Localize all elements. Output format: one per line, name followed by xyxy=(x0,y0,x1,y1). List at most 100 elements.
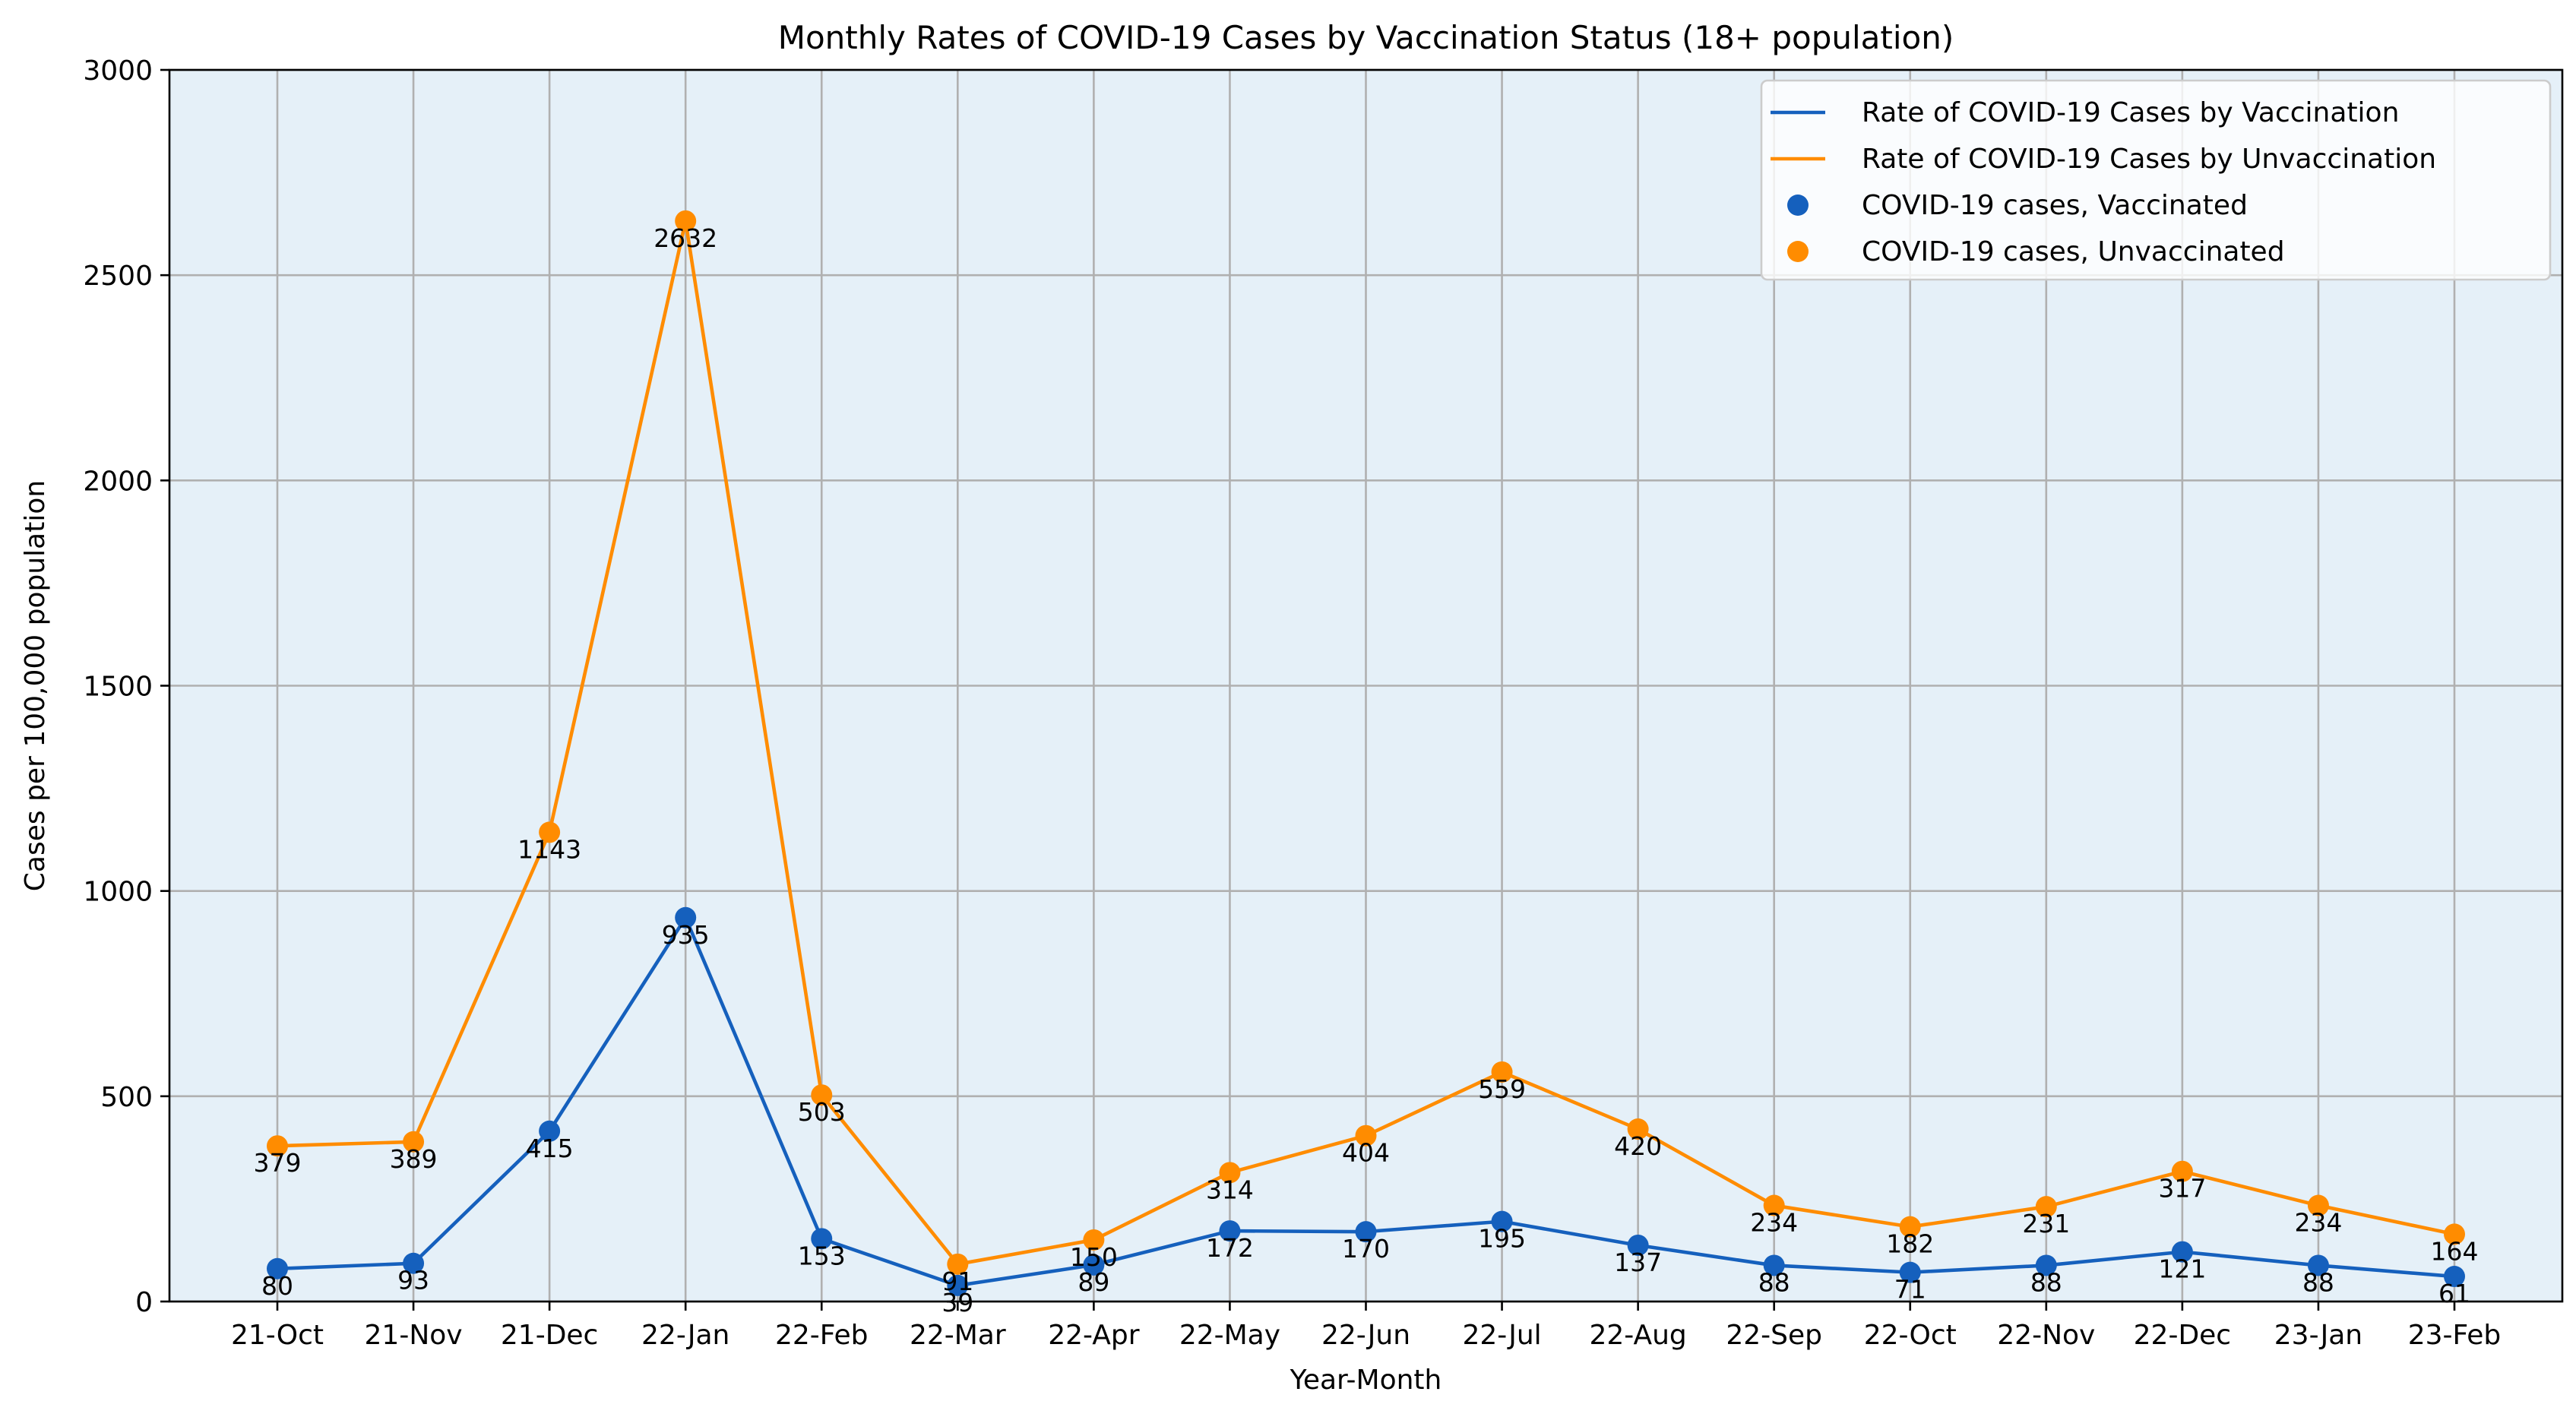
y-tick-label: 1500 xyxy=(83,672,153,703)
data-point xyxy=(675,210,697,232)
series-layer xyxy=(267,210,2465,1296)
data-point xyxy=(2444,1223,2465,1245)
x-tick-label: 22-Nov xyxy=(1997,1320,2095,1351)
data-point xyxy=(267,1257,288,1279)
x-tick-label: 22-May xyxy=(1179,1320,1280,1351)
x-tick-label: 21-Oct xyxy=(231,1320,324,1351)
x-tick-label: 23-Feb xyxy=(2408,1320,2502,1351)
legend-label: COVID-19 cases, Vaccinated xyxy=(1862,190,2248,221)
data-label: 150 xyxy=(1070,1242,1118,1272)
data-label: 80 xyxy=(261,1271,293,1301)
data-label: 935 xyxy=(662,920,710,950)
data-label: 91 xyxy=(941,1267,973,1296)
data-label: 404 xyxy=(1342,1138,1390,1168)
data-point xyxy=(2035,1254,2057,1276)
x-tick-label: 22-Mar xyxy=(910,1320,1006,1351)
data-label: 415 xyxy=(526,1134,574,1163)
data-label: 2632 xyxy=(653,223,717,253)
grid xyxy=(169,68,2562,1303)
data-label: 317 xyxy=(2158,1174,2206,1204)
data-point xyxy=(811,1084,833,1106)
data-point xyxy=(1083,1229,1105,1251)
data-point xyxy=(1763,1254,1785,1276)
x-tick-label: 22-Jan xyxy=(641,1320,729,1351)
data-label: 121 xyxy=(2158,1254,2206,1284)
chart-title: Monthly Rates of COVID-19 Cases by Vacci… xyxy=(778,19,1954,56)
y-tick-label: 500 xyxy=(100,1082,153,1113)
legend-box xyxy=(1760,79,2552,281)
data-label: 170 xyxy=(1342,1234,1390,1264)
data-point xyxy=(1627,1234,1649,1256)
data-label: 314 xyxy=(1206,1175,1254,1204)
x-axis-label: Year-Month xyxy=(1290,1365,1442,1396)
legend-label: Rate of COVID-19 Cases by Vaccination xyxy=(1862,97,2399,128)
x-tick-label: 22-Apr xyxy=(1048,1320,1139,1351)
data-point xyxy=(2035,1196,2057,1218)
data-label: 1143 xyxy=(517,834,581,864)
data-label: 88 xyxy=(1758,1267,1790,1297)
y-tick-label: 2000 xyxy=(83,466,153,497)
data-label: 420 xyxy=(1614,1131,1662,1161)
data-point xyxy=(947,1253,969,1275)
data-label: 88 xyxy=(2030,1267,2062,1297)
data-label: 71 xyxy=(1894,1275,1926,1305)
data-label: 234 xyxy=(2294,1208,2342,1238)
data-point xyxy=(539,1120,561,1142)
data-point xyxy=(2307,1194,2329,1216)
data-point xyxy=(1627,1118,1649,1140)
data-point xyxy=(811,1228,833,1250)
data-point xyxy=(947,1274,969,1296)
x-tick-label: 21-Dec xyxy=(501,1320,598,1351)
data-label: 93 xyxy=(397,1266,429,1295)
x-tick-label: 21-Nov xyxy=(365,1320,463,1351)
data-point xyxy=(403,1131,425,1153)
data-label: 137 xyxy=(1614,1248,1662,1277)
data-point xyxy=(1219,1162,1241,1184)
x-tick-label: 22-Feb xyxy=(775,1320,869,1351)
y-tick-label: 1000 xyxy=(83,877,153,908)
data-label: 234 xyxy=(1750,1208,1798,1238)
legend-label: Rate of COVID-19 Cases by Unvaccination xyxy=(1862,144,2436,175)
x-tick-label: 22-Dec xyxy=(2134,1320,2231,1351)
data-label: 389 xyxy=(390,1144,438,1174)
data-point xyxy=(403,1252,425,1274)
data-label: 88 xyxy=(2302,1267,2334,1297)
data-point xyxy=(1491,1210,1513,1232)
data-point xyxy=(1491,1061,1513,1083)
data-label: 153 xyxy=(798,1241,846,1270)
y-axis-label: Cases per 100,000 population xyxy=(20,480,51,891)
data-point xyxy=(1219,1220,1241,1242)
x-tick-label: 22-Sep xyxy=(1726,1320,1822,1351)
data-point xyxy=(1355,1124,1377,1147)
data-point xyxy=(1355,1221,1377,1243)
data-label: 559 xyxy=(1478,1074,1526,1104)
legend: Rate of COVID-19 Cases by Vaccination Rat… xyxy=(1760,79,2552,281)
data-point xyxy=(539,821,561,843)
data-point xyxy=(1083,1254,1105,1276)
legend-label: COVID-19 cases, Unvaccinated xyxy=(1862,236,2285,267)
y-tick-label: 0 xyxy=(135,1287,153,1318)
x-tick-label: 22-Jun xyxy=(1321,1320,1410,1351)
legend-swatch-point xyxy=(1787,195,1809,216)
data-point xyxy=(2171,1241,2193,1263)
data-point xyxy=(2171,1160,2193,1182)
data-point xyxy=(1899,1261,1921,1283)
y-tick-label: 2500 xyxy=(83,261,153,292)
x-tick-label: 22-Oct xyxy=(1864,1320,1957,1351)
data-point xyxy=(2307,1254,2329,1276)
data-point xyxy=(267,1135,288,1157)
data-point xyxy=(1763,1194,1785,1216)
data-label: 379 xyxy=(254,1148,302,1178)
data-label: 195 xyxy=(1478,1224,1526,1254)
data-label: 89 xyxy=(1078,1267,1109,1297)
data-label: 172 xyxy=(1206,1233,1254,1263)
data-label: 164 xyxy=(2431,1236,2479,1266)
data-point xyxy=(2444,1266,2465,1288)
y-tick-label: 3000 xyxy=(83,55,153,87)
x-tick-label: 22-Aug xyxy=(1589,1320,1686,1351)
data-point xyxy=(675,906,697,928)
data-label: 231 xyxy=(2022,1209,2070,1238)
data-label: 503 xyxy=(798,1097,846,1127)
